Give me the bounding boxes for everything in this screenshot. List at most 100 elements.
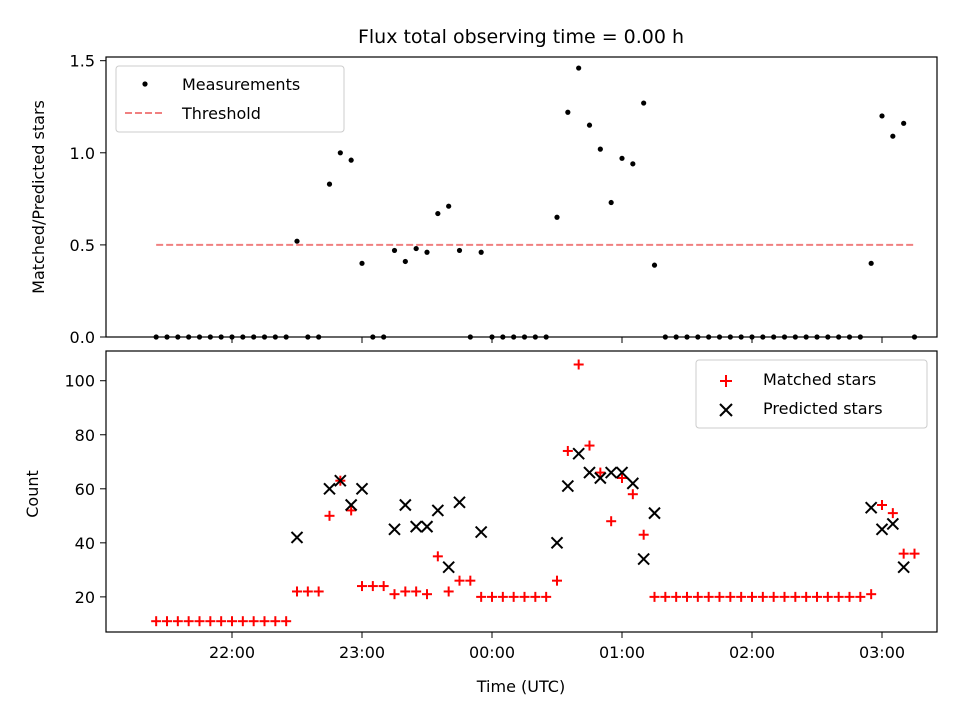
y-tick-label: 60 — [75, 480, 95, 499]
matched-stars-point — [216, 616, 227, 627]
measurement-point — [478, 249, 484, 255]
matched-stars-point — [812, 591, 822, 602]
matched-stars-point — [660, 591, 671, 602]
predicted-stars-point — [875, 523, 889, 536]
x-tick-label: 03:00 — [859, 643, 905, 662]
predicted-stars-point — [474, 525, 488, 539]
y-tick-label: 0.5 — [70, 236, 95, 255]
counts-y-axis: 20 40 60 80 100 — [64, 372, 106, 607]
matched-stars-point — [898, 548, 909, 559]
measurement-point — [413, 245, 419, 252]
predicted-stars-point — [334, 474, 347, 487]
counts-plot-area — [151, 359, 920, 627]
matched-stars-point — [790, 591, 801, 602]
matched-stars-point — [595, 467, 606, 478]
measurement-point — [446, 203, 452, 209]
matched-stars-point — [714, 591, 725, 602]
predicted-stars-point — [431, 504, 445, 517]
predicted-stars-point — [897, 560, 910, 574]
matched-stars-point — [584, 440, 595, 451]
matched-stars-point — [367, 581, 378, 592]
predicted-stars-point — [594, 471, 607, 485]
matched-stars-point — [259, 616, 270, 627]
matched-stars-point — [432, 551, 443, 562]
predicted-stars-point — [442, 560, 455, 574]
predicted-stars-point — [561, 479, 575, 493]
measurement-point — [879, 113, 885, 119]
matched-stars-point — [768, 591, 779, 602]
matched-stars-point — [606, 516, 617, 527]
matched-stars-point — [194, 616, 205, 627]
matched-stars-point — [292, 586, 302, 597]
predicted-stars-point — [572, 447, 585, 460]
predicted-stars-point — [344, 498, 358, 512]
legend-predicted-label: Predicted stars — [763, 399, 883, 418]
ratio-axes-frame — [105, 56, 938, 338]
y-tick-label: 100 — [64, 372, 95, 391]
matched-stars-point — [324, 510, 335, 521]
legend-matched-label: Matched stars — [763, 370, 876, 389]
measurement-point — [435, 210, 441, 217]
matched-stars-point — [779, 591, 790, 602]
counts-y-axis-label: Count — [23, 470, 42, 518]
predicted-stars-point — [388, 523, 401, 536]
matched-stars-point — [649, 591, 660, 602]
measurement-point — [348, 157, 354, 163]
predicted-stars-point — [409, 520, 423, 533]
matched-stars-point — [671, 591, 682, 602]
measurement-point — [630, 161, 636, 167]
matched-stars-point — [497, 591, 508, 602]
counts-axes-frame — [105, 350, 938, 633]
x-tick-label: 23:00 — [339, 643, 385, 662]
matched-stars-point — [530, 591, 541, 602]
predicted-stars-point — [637, 552, 650, 566]
matched-stars-point — [887, 508, 898, 519]
predicted-stars-point — [615, 466, 629, 479]
matched-stars-point — [541, 591, 552, 602]
ratio-x-axis — [231, 337, 883, 343]
matched-stars-point — [172, 616, 183, 627]
matched-stars-point — [151, 616, 162, 627]
ratio-legend: Measurements Threshold — [115, 65, 345, 133]
matched-stars-point — [248, 616, 259, 627]
matched-stars-point — [682, 591, 692, 602]
matched-stars-point — [487, 591, 497, 602]
x-tick-label: 02:00 — [729, 643, 775, 662]
matched-stars-point — [400, 586, 411, 597]
matched-stars-point — [378, 581, 389, 592]
matched-stars-point — [389, 589, 400, 600]
measurement-point — [565, 109, 571, 115]
y-tick-label: 40 — [75, 534, 95, 553]
matched-stars-point — [877, 500, 887, 511]
matched-stars-point — [866, 589, 877, 600]
chart-title: Flux total observing time = 0.00 h — [358, 26, 684, 48]
measurement-point — [326, 181, 333, 187]
legend-matched-marker — [720, 375, 732, 387]
ratio-panel: 0.0 0.5 1.0 1.5 Matched/Predicted stars Mea… — [29, 52, 938, 347]
matched-stars-point — [573, 359, 584, 370]
x-tick-label: 01:00 — [599, 643, 645, 662]
matched-stars-point — [422, 589, 432, 600]
matched-stars-point — [411, 586, 422, 597]
y-tick-label: 20 — [75, 588, 95, 607]
measurement-point — [294, 238, 300, 244]
predicted-stars-point — [550, 536, 564, 550]
legend-measurements-label: Measurements — [182, 75, 300, 94]
counts-panel: 20 40 60 80 100 22:00 23:00 00:00 01:00 02:00 03:… — [23, 350, 938, 696]
ratio-y-axis: 0.0 0.5 1.0 1.5 — [70, 52, 106, 347]
x-tick-label: 00:00 — [469, 643, 515, 662]
matched-stars-point — [692, 591, 703, 602]
predicted-stars-point — [399, 498, 412, 512]
ratio-legend-box — [115, 65, 345, 133]
measurement-point — [456, 247, 463, 254]
matched-stars-point — [725, 591, 736, 602]
predicted-stars-point — [864, 501, 878, 514]
matched-stars-point — [183, 616, 194, 627]
matched-stars-point — [833, 591, 844, 602]
measurement-point — [391, 247, 398, 254]
matched-stars-point — [270, 616, 281, 627]
matched-stars-point — [844, 591, 855, 602]
matched-stars-point — [302, 586, 313, 597]
matched-stars-point — [736, 591, 747, 602]
